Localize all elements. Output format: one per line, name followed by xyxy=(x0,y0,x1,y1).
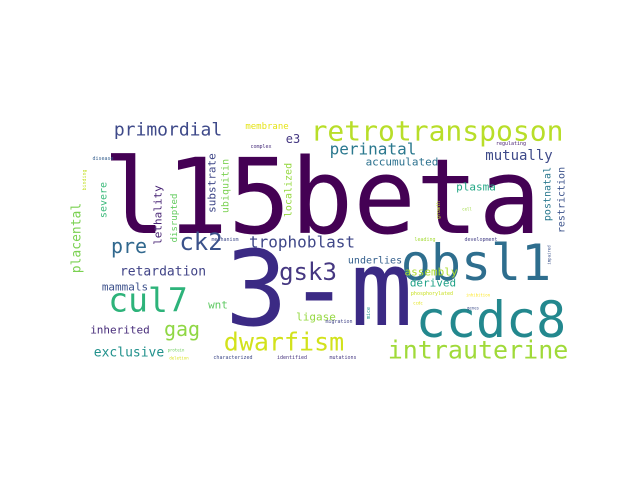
word-binding: binding xyxy=(82,169,88,190)
word-disease: disease xyxy=(92,156,113,162)
word-3-m: 3-m xyxy=(225,228,413,350)
word-gag: gag xyxy=(164,317,200,341)
word-underlies: underlies xyxy=(348,256,402,267)
word-assembly: assembly xyxy=(405,266,458,279)
word-inhibition: inhibition xyxy=(466,293,491,298)
word-ccdc: ccdc xyxy=(413,301,423,306)
word-substrate: substrate xyxy=(206,153,219,213)
word-e3: e3 xyxy=(286,132,300,146)
word-l15beta: l15beta xyxy=(103,136,541,258)
word-characterized: characterized xyxy=(213,355,252,361)
word-derived: derived xyxy=(410,277,456,290)
word-cul7: cul7 xyxy=(108,281,187,320)
word-phosphorylated: phosphorylated xyxy=(411,291,453,297)
word-intrauterine: intrauterine xyxy=(388,336,569,365)
word-accumulated: accumulated xyxy=(366,156,439,169)
word-perinatal: perinatal xyxy=(330,140,417,159)
word-migration: migration xyxy=(325,319,352,325)
word-identified: identified xyxy=(277,355,307,361)
word-postnatal: postnatal xyxy=(543,167,554,221)
word-ccdc8: ccdc8 xyxy=(416,291,567,349)
word-retrotransposon: retrotransposon xyxy=(311,115,564,148)
word-dwarfism: dwarfism xyxy=(224,328,344,357)
word-ck2: ck2 xyxy=(179,228,222,256)
word-localized: localized xyxy=(284,163,295,217)
word-cell: cell xyxy=(462,207,472,212)
word-lethality: lethality xyxy=(152,185,165,245)
word-obsl1: obsl1 xyxy=(401,234,552,292)
word-regulating: regulating xyxy=(496,141,526,147)
word-membrane: membrane xyxy=(245,122,288,132)
word-protein: protein xyxy=(168,348,185,353)
word-mutually: mutually xyxy=(485,148,552,164)
word-mammals: mammals xyxy=(102,281,148,294)
word-mutations: mutations xyxy=(329,355,356,361)
word-wnt: wnt xyxy=(208,299,228,312)
word-trophoblast: trophoblast xyxy=(249,233,355,252)
word-exclusive: exclusive xyxy=(94,346,165,361)
word-complex: complex xyxy=(250,144,271,150)
word-placental: placental xyxy=(70,203,85,273)
word-severe: severe xyxy=(99,182,110,218)
word-deletion: deletion xyxy=(169,356,189,361)
word-mice: mice xyxy=(366,307,372,319)
word-gsk3: gsk3 xyxy=(279,258,337,286)
word-leading: leading xyxy=(414,237,435,243)
word-disrupted: disrupted xyxy=(170,194,180,243)
word-restriction: restriction xyxy=(557,167,568,233)
word-mechanism: mechanism xyxy=(211,237,238,243)
word-inherited: inherited xyxy=(90,324,150,337)
word-retardation: retardation xyxy=(120,265,206,280)
word-pre: pre xyxy=(111,234,147,258)
word-plasma: plasma xyxy=(456,181,496,194)
word-impaired: impaired xyxy=(547,245,552,265)
word-ligase: ligase xyxy=(296,311,336,324)
word-development: development xyxy=(464,237,497,243)
word-primordial: primordial xyxy=(114,120,222,141)
word-genes: genes xyxy=(467,306,480,311)
word-growth: growth xyxy=(436,201,442,219)
word-ubiquitin: ubiquitin xyxy=(221,159,232,213)
